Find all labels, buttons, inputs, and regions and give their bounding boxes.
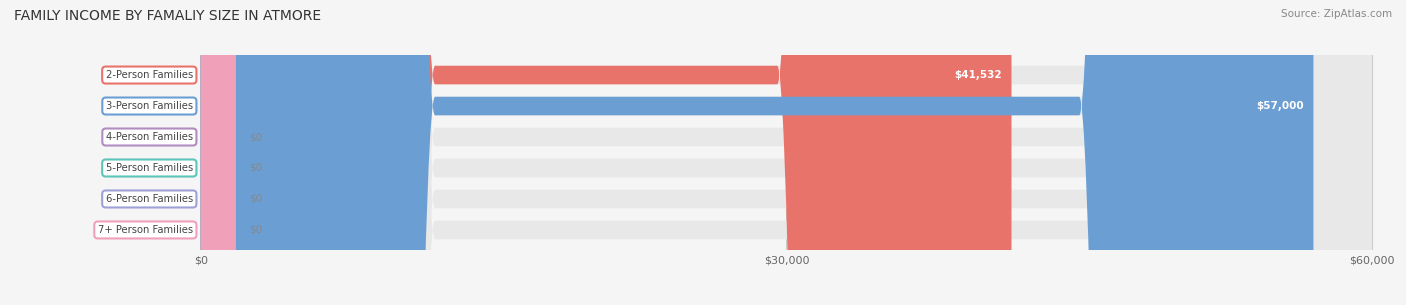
FancyBboxPatch shape (201, 0, 1372, 305)
Text: 3-Person Families: 3-Person Families (105, 101, 193, 111)
Text: 6-Person Families: 6-Person Families (105, 194, 193, 204)
FancyBboxPatch shape (201, 0, 236, 305)
Text: Source: ZipAtlas.com: Source: ZipAtlas.com (1281, 9, 1392, 19)
FancyBboxPatch shape (201, 0, 1372, 305)
FancyBboxPatch shape (201, 0, 1372, 305)
Text: 7+ Person Families: 7+ Person Families (98, 225, 193, 235)
FancyBboxPatch shape (201, 0, 1372, 305)
Text: $41,532: $41,532 (955, 70, 1001, 80)
Text: 5-Person Families: 5-Person Families (105, 163, 193, 173)
Text: $0: $0 (249, 225, 263, 235)
Text: $0: $0 (249, 132, 263, 142)
FancyBboxPatch shape (201, 0, 236, 305)
Text: $0: $0 (249, 194, 263, 204)
Text: 2-Person Families: 2-Person Families (105, 70, 193, 80)
FancyBboxPatch shape (201, 0, 1011, 305)
FancyBboxPatch shape (201, 0, 236, 305)
Text: 4-Person Families: 4-Person Families (105, 132, 193, 142)
FancyBboxPatch shape (201, 0, 236, 305)
FancyBboxPatch shape (201, 0, 1372, 305)
Text: $0: $0 (249, 163, 263, 173)
FancyBboxPatch shape (201, 0, 1313, 305)
Text: $57,000: $57,000 (1256, 101, 1303, 111)
Text: FAMILY INCOME BY FAMALIY SIZE IN ATMORE: FAMILY INCOME BY FAMALIY SIZE IN ATMORE (14, 9, 321, 23)
FancyBboxPatch shape (201, 0, 1372, 305)
